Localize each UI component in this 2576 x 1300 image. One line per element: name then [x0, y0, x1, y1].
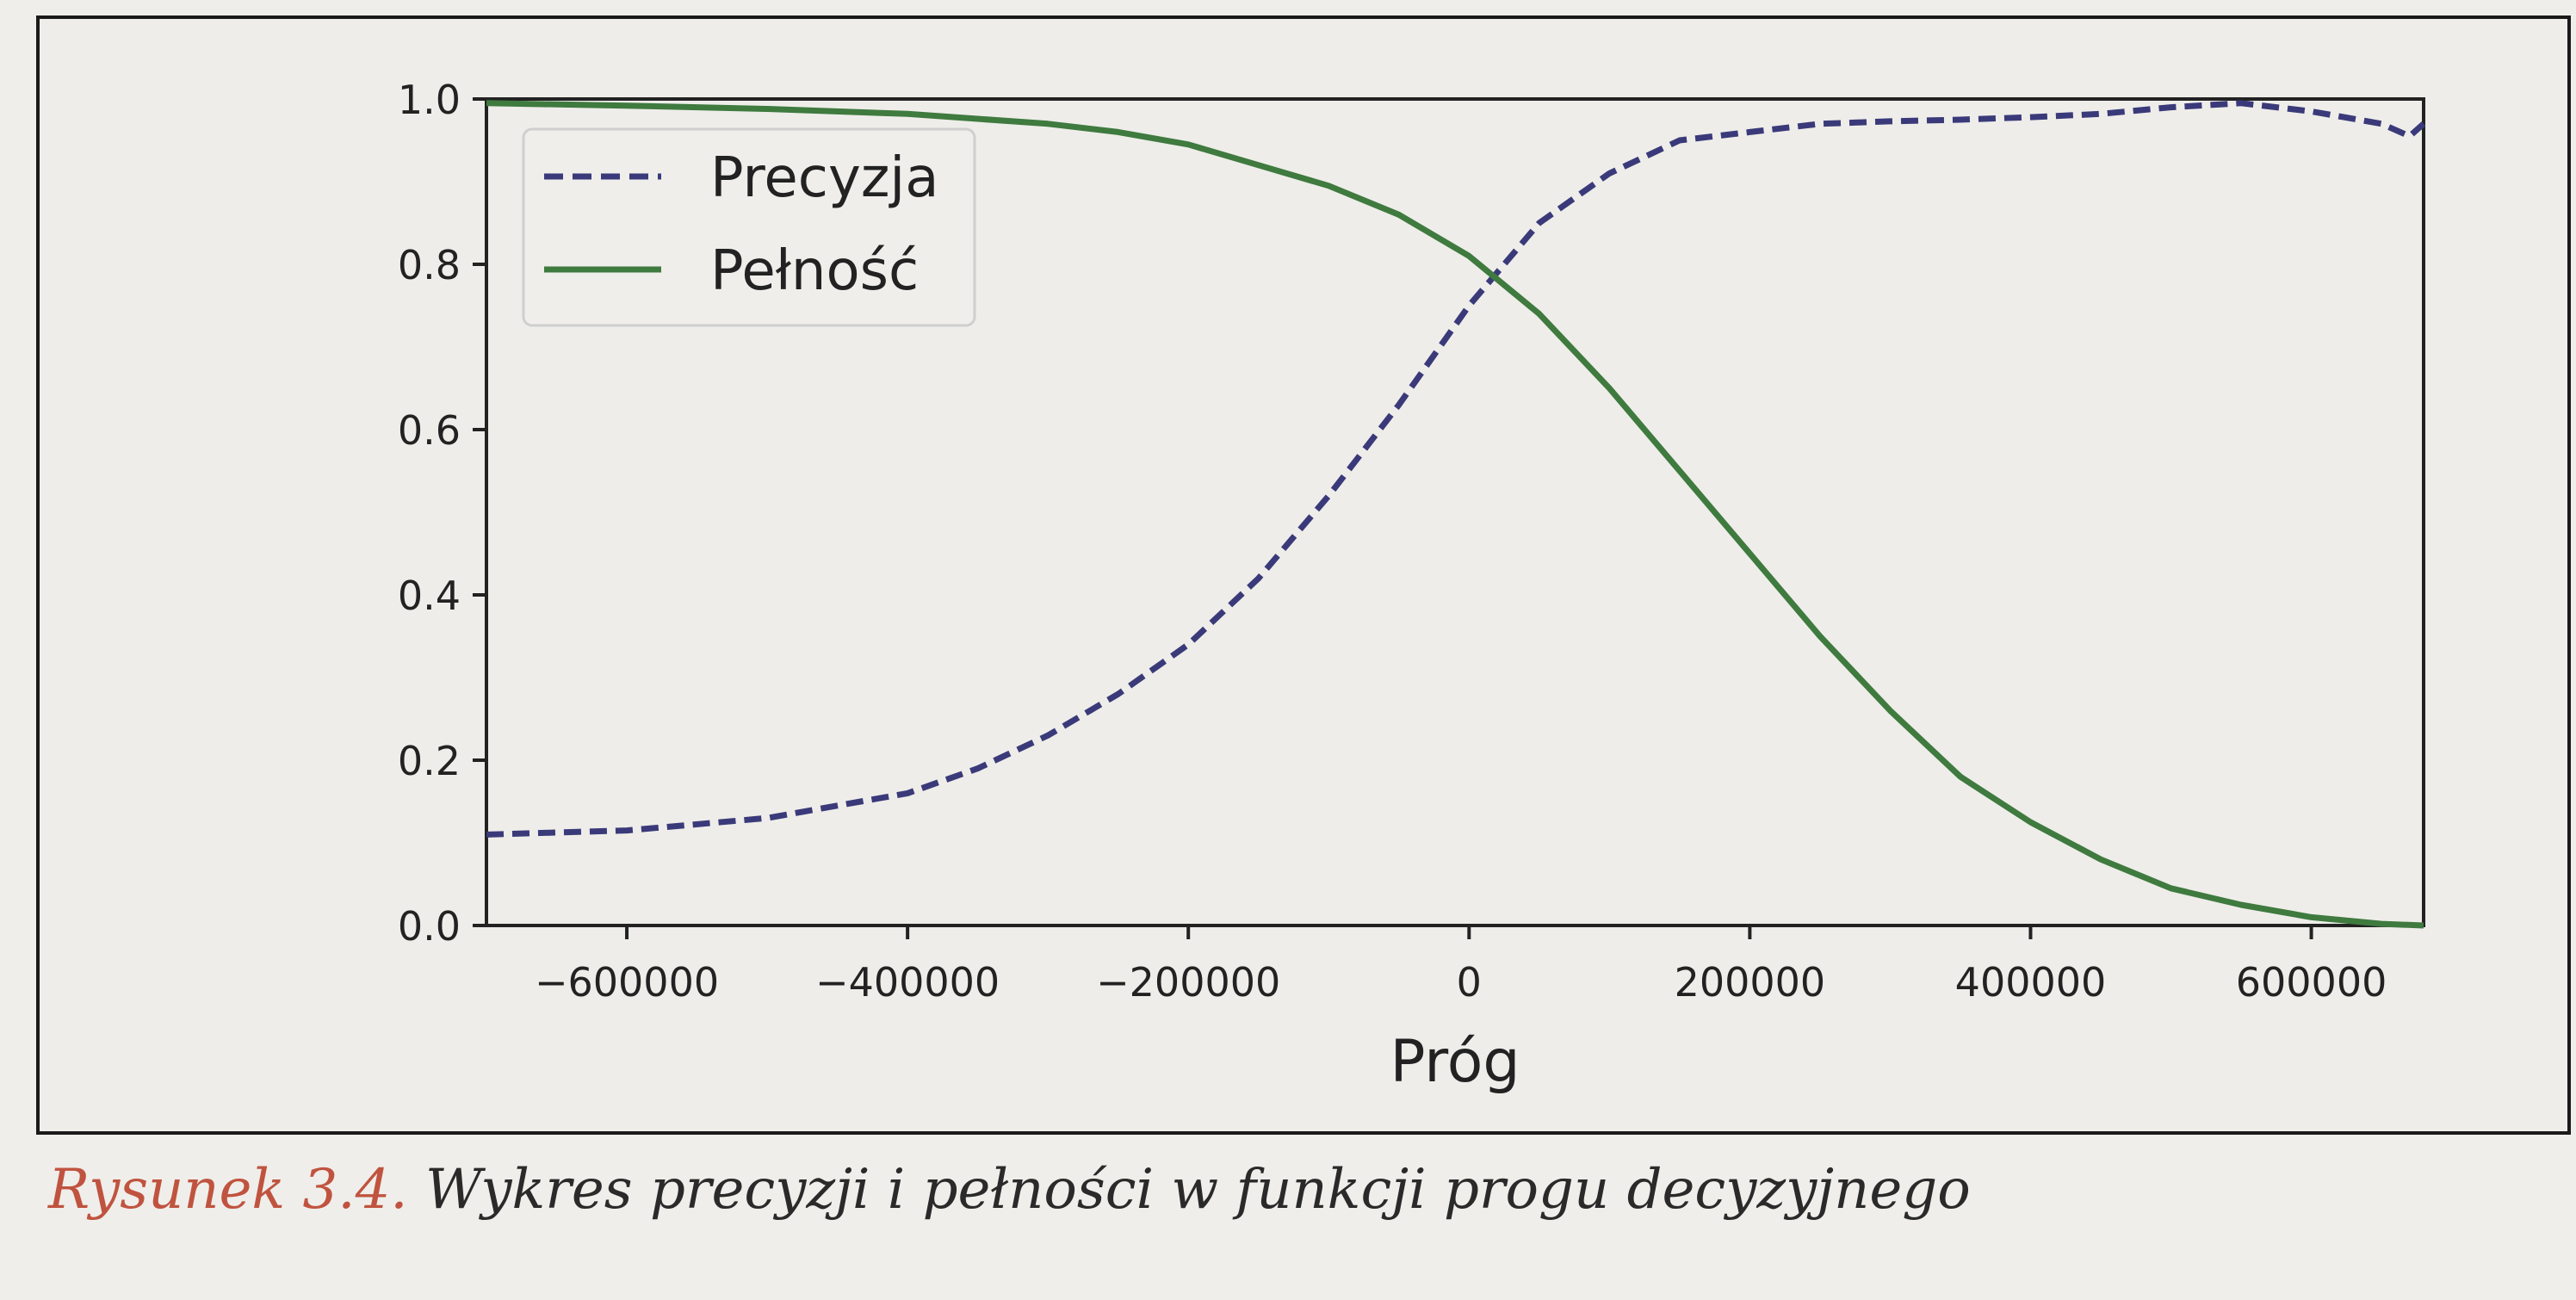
plot-area: Próg Precyzja Pełność 0.0 0.2 0.4 0.6 0.8 1.0… [398, 77, 2426, 1096]
legend: Precyzja Pełność [522, 127, 976, 327]
series-line-pelnosc [486, 100, 2424, 929]
x-tick-label: 0 [1457, 959, 1482, 1006]
legend-label-precyzja: Precyzja [710, 146, 938, 210]
y-tick-label: 0.8 [398, 242, 461, 288]
x-tick-label: −400000 [815, 959, 1000, 1006]
x-tick-label: 200000 [1675, 959, 1826, 1006]
legend-label-pelnosc: Pełność [710, 239, 919, 303]
caption-text: Wykres precyzji i pełności w funkcji pro… [407, 1158, 1971, 1222]
axes-frame [485, 97, 2425, 927]
y-tick-label: 0.6 [398, 407, 461, 454]
series-line-precyzja [486, 100, 2426, 838]
y-tick-label: 1.0 [398, 77, 461, 123]
y-tick-label: 0.2 [398, 738, 461, 784]
x-tick-label: 600000 [2236, 959, 2387, 1006]
x-tick-label: 400000 [1955, 959, 2107, 1006]
x-tick-label: −600000 [535, 959, 719, 1006]
y-tick-label: 0.4 [398, 573, 461, 619]
y-tick-label: 0.0 [398, 903, 461, 950]
figure-caption: Rysunek 3.4. Wykres precyzji i pełności … [48, 1158, 1971, 1222]
x-tick-label: −200000 [1096, 959, 1280, 1006]
x-axis-label: Próg [1390, 1028, 1520, 1096]
caption-number: Rysunek 3.4. [48, 1158, 408, 1222]
figure-panel [36, 15, 2571, 1135]
